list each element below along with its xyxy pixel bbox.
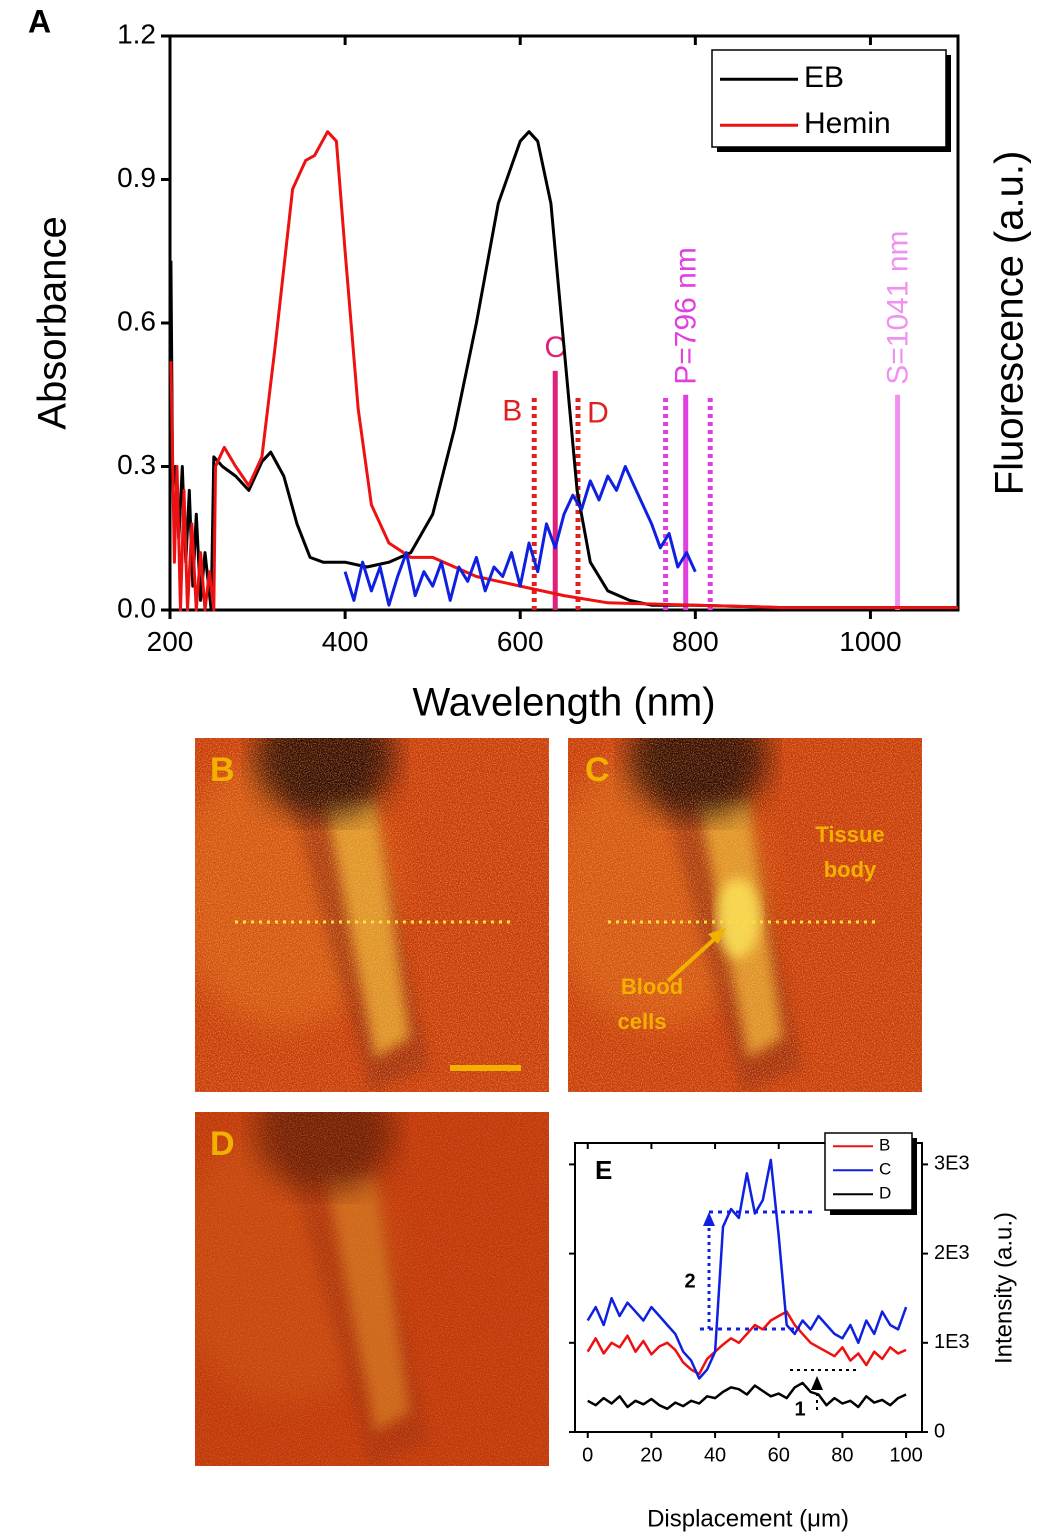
series-line	[586, 1158, 908, 1380]
annotation: Tissue	[815, 822, 884, 847]
legend-label: Hemin	[804, 107, 891, 140]
x-tick-label: 600	[497, 626, 544, 657]
y-tick-label: 0.0	[117, 592, 156, 623]
image-panel	[195, 1112, 549, 1466]
x-tick-label: 800	[672, 626, 719, 657]
image-panel	[175, 698, 549, 1092]
y-tick-label: 1E3	[934, 1331, 970, 1353]
annotation: body	[824, 857, 877, 882]
annotation: 1	[794, 1398, 805, 1420]
x-tick-label: 0	[582, 1444, 593, 1466]
series-line	[169, 130, 958, 612]
plot-frame	[574, 1142, 923, 1433]
series-line	[587, 1381, 907, 1411]
x-tick-label: 80	[831, 1444, 853, 1466]
x-tick-label: 60	[768, 1444, 790, 1466]
y-tick-label: 0.9	[117, 162, 156, 193]
marker-label: S=1041 nm	[882, 230, 915, 384]
e-annotations	[700, 1210, 860, 1410]
y-tick-label: 0.6	[117, 305, 156, 336]
y-tick-label: 1.2	[117, 18, 156, 49]
y-tick-label: 3E3	[934, 1153, 970, 1175]
marker-label: B	[502, 395, 522, 428]
y-tick-label: 0	[934, 1420, 945, 1442]
legend-label: C	[879, 1160, 891, 1179]
panel-label: B	[210, 751, 235, 789]
marker-label: C	[544, 331, 566, 364]
y-tick-label: 0.3	[117, 449, 156, 480]
x-tick-label: 1000	[839, 626, 901, 657]
legend-label: EB	[804, 61, 844, 94]
legend-label: B	[879, 1136, 890, 1155]
image-panel	[548, 698, 922, 1092]
marker-label: D	[587, 397, 609, 430]
x-axis-label: Wavelength (nm)	[412, 681, 715, 725]
series-line	[586, 1310, 907, 1376]
legend-box	[824, 1132, 913, 1211]
x-tick-label: 40	[704, 1444, 726, 1466]
y2-axis-label: Fluorescence (a.u.)	[988, 151, 1032, 496]
annotation: cells	[618, 1009, 667, 1034]
annotation: 2	[684, 1270, 695, 1292]
panel-label: D	[210, 1125, 235, 1163]
y-axis-label: Absorbance	[31, 216, 75, 429]
y-tick-label: 2E3	[934, 1242, 970, 1264]
x-axis-label: Displacement (μm)	[647, 1505, 849, 1532]
x-tick-label: 400	[322, 626, 369, 657]
y-axis-label: Intensity (a.u.)	[990, 1212, 1017, 1364]
x-tick-label: 20	[640, 1444, 662, 1466]
panel-label: C	[585, 751, 610, 789]
legend-label: D	[879, 1184, 891, 1203]
x-tick-label: 100	[889, 1444, 922, 1466]
panel-label: A	[28, 3, 51, 39]
series-line	[169, 130, 958, 612]
marker-label: P=796 nm	[670, 247, 703, 385]
series-line	[343, 465, 697, 607]
x-tick-label: 200	[147, 626, 194, 657]
legend-box	[711, 49, 947, 148]
panel-label: E	[595, 1155, 612, 1185]
annotation: Blood	[621, 974, 683, 999]
